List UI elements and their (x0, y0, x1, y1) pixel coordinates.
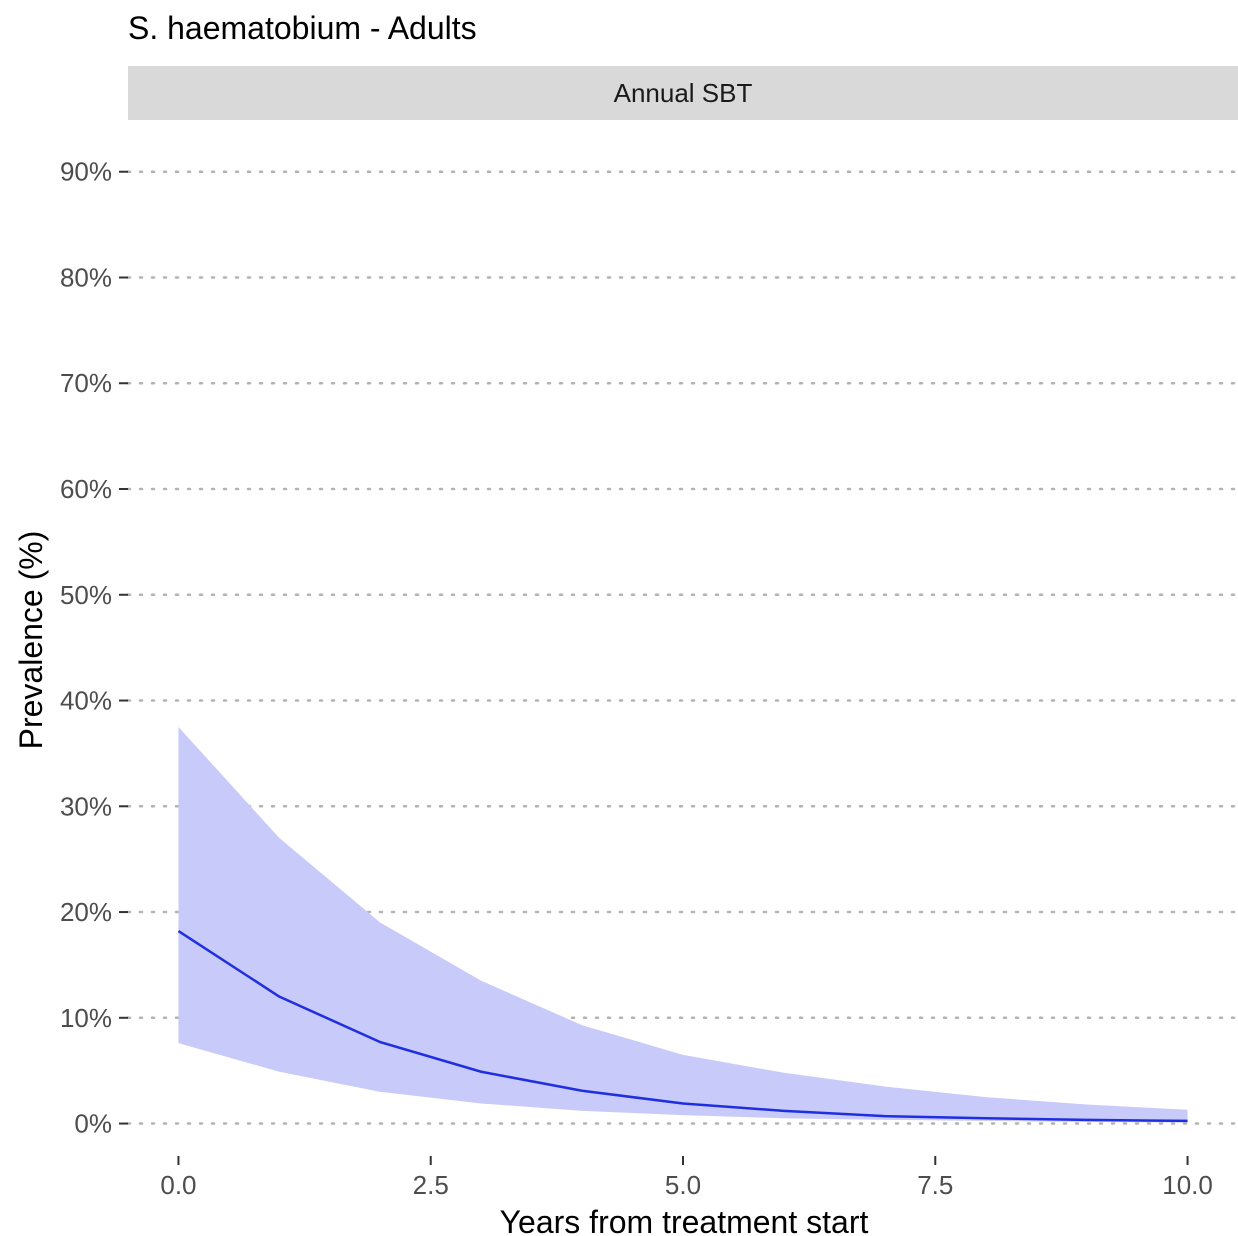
y-tick-label: 90% (60, 157, 112, 187)
y-tick-label: 10% (60, 1003, 112, 1033)
x-tick-label: 2.5 (413, 1170, 449, 1200)
facet-strip: Annual SBT (128, 66, 1238, 120)
facet-label: Annual SBT (613, 77, 753, 108)
y-axis-title: Prevalence (%) (13, 531, 49, 750)
grid-layer (126, 170, 1238, 1125)
y-tick-label: 30% (60, 791, 112, 821)
y-tick-label: 40% (60, 686, 112, 716)
x-tick-label: 7.5 (917, 1170, 953, 1200)
x-tick-label: 10.0 (1162, 1170, 1213, 1200)
y-tick-label: 80% (60, 262, 112, 292)
y-tick-label: 70% (60, 368, 112, 398)
x-tick-label: 5.0 (665, 1170, 701, 1200)
ribbon-layer (178, 726, 1188, 1123)
y-axis: 0% 10% 20% 30% 40% 50% 60% 70% 80% 90% (60, 157, 128, 1139)
x-axis-title: Years from treatment start (500, 1204, 869, 1236)
line-layer (177, 930, 1188, 1123)
chart-title: S. haematobium - Adults (128, 10, 477, 46)
y-tick-label: 0% (74, 1109, 112, 1139)
uncertainty-ribbon (178, 726, 1188, 1123)
y-tick-label: 60% (60, 474, 112, 504)
y-tick-label: 50% (60, 580, 112, 610)
x-axis: 0.0 2.5 5.0 7.5 10.0 (160, 1156, 1213, 1200)
series-line (177, 930, 1188, 1123)
x-tick-label: 0.0 (160, 1170, 196, 1200)
y-tick-label: 20% (60, 897, 112, 927)
